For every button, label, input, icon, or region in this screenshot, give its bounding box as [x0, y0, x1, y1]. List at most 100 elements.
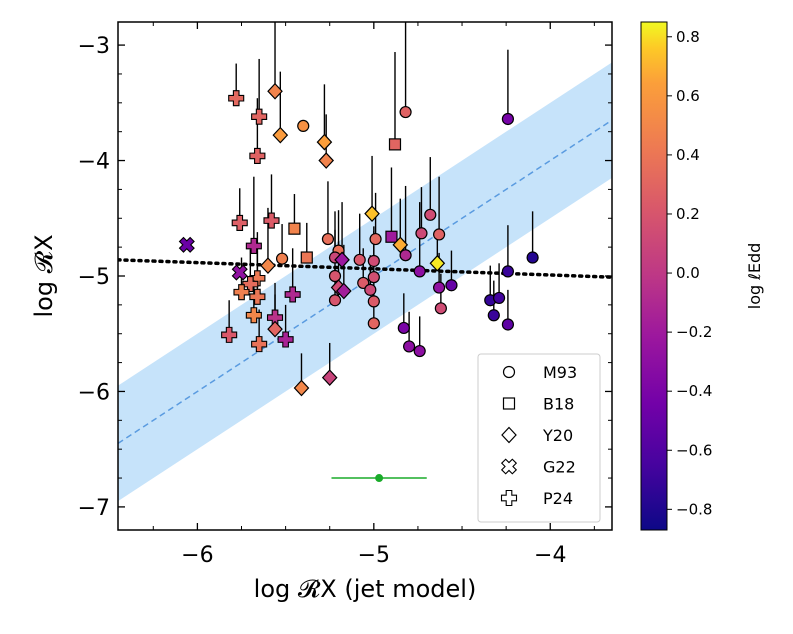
- data-point-59: [267, 320, 283, 338]
- data-point-13: [263, 212, 280, 229]
- data-point-61: [367, 317, 380, 330]
- data-point-44: [336, 282, 352, 300]
- x-axis-ticks: −6 −5 −4: [152, 22, 595, 568]
- data-point-69: [321, 369, 338, 386]
- data-point-53: [249, 288, 266, 305]
- data-point-52: [233, 284, 250, 301]
- example-error-bar: [331, 474, 427, 483]
- data-point-51: [501, 318, 515, 331]
- data-point-38: [249, 270, 266, 287]
- legend-marker-B18: [502, 397, 516, 410]
- y-axis-ticks: −3 −4 −5 −6 −7: [78, 34, 612, 521]
- y-tick-label-4: −7: [78, 496, 110, 521]
- data-point-1: [267, 82, 283, 100]
- data-point-49: [492, 291, 506, 305]
- legend-box: [477, 353, 601, 523]
- data-point-4: [297, 119, 310, 133]
- data-point-27: [300, 251, 313, 264]
- legend-marker-G22-shape: [500, 458, 518, 475]
- data-point-57: [434, 302, 447, 315]
- cb-tick-label-3: 0.2: [676, 205, 700, 223]
- legend-marker-Y20: [501, 426, 517, 444]
- data-point-55: [328, 294, 342, 307]
- data-point-63: [221, 326, 238, 343]
- data-point-8: [388, 138, 402, 151]
- example-error-point: [375, 474, 384, 483]
- data-point-46: [433, 281, 446, 294]
- data-point-37: [231, 264, 248, 281]
- data-point-6: [316, 133, 333, 151]
- data-point-9: [399, 105, 412, 119]
- cb-tick-label-4: 0.0: [676, 264, 700, 282]
- data-point-37-shape: [231, 264, 248, 281]
- data-point-19: [369, 232, 382, 246]
- data-point-47: [445, 279, 458, 292]
- data-point-45: [367, 271, 380, 284]
- data-point-11: [178, 236, 195, 253]
- data-point-25: [260, 257, 276, 274]
- data-point-60: [245, 307, 262, 324]
- data-point-65: [251, 336, 268, 353]
- data-point-18: [364, 205, 380, 223]
- legend-label-Y20: Y20: [542, 426, 573, 445]
- data-point-35: [501, 265, 515, 278]
- data-point-40: [328, 269, 342, 283]
- data-point-5: [249, 147, 266, 164]
- legend-label-M93: M93: [543, 363, 577, 382]
- cb-tick-label-1: 0.6: [676, 87, 700, 105]
- x-tick-label-1: −5: [358, 543, 390, 568]
- data-point-15: [245, 237, 262, 255]
- data-point-62: [397, 321, 410, 335]
- cb-tick-label-8: −0.8: [676, 500, 712, 518]
- data-point-7: [318, 152, 335, 169]
- data-point-2: [251, 108, 268, 125]
- legend-marker-P24: [500, 489, 518, 507]
- data-point-20: [385, 230, 398, 243]
- plot-area: −6 −5 −4 −3 −4 −5 −6 −7: [78, 21, 613, 568]
- data-point-64: [277, 331, 294, 348]
- data-point-54: [284, 286, 301, 303]
- cb-tick-label-5: −0.2: [676, 323, 712, 341]
- data-point-10: [501, 112, 515, 126]
- fit-line: [118, 258, 612, 279]
- y-tick-label-3: −6: [78, 380, 110, 405]
- data-point-31: [367, 254, 380, 268]
- data-point-23: [424, 208, 437, 221]
- cb-tick-label-7: −0.6: [676, 441, 712, 459]
- data-point-42: [364, 283, 377, 296]
- data-point-14: [288, 222, 301, 235]
- data-point-33: [413, 265, 426, 278]
- colorbar-label: log ℓEdd: [745, 243, 764, 310]
- data-point-16: [321, 232, 335, 246]
- data-point-67: [413, 344, 426, 358]
- x-tick-label-0: −6: [181, 543, 213, 568]
- cb-tick-label-2: 0.4: [676, 146, 700, 164]
- data-point-66: [403, 340, 416, 353]
- data-point-50: [487, 309, 500, 322]
- data-point-11-shape: [178, 236, 195, 253]
- data-point-56: [367, 295, 380, 308]
- legend-label-G22: G22: [543, 458, 576, 477]
- data-point-36: [526, 251, 539, 264]
- data-point-3: [272, 126, 289, 144]
- data-point-26: [275, 252, 289, 265]
- cb-tick-label-0: 0.8: [676, 28, 700, 46]
- y-tick-label-2: −5: [78, 265, 110, 290]
- colorbar-ticks: 0.8 0.6 0.4 0.2 0.0 −0.2 −0.4 −0.6 −0.8: [667, 28, 712, 518]
- legend-label-P24: P24: [543, 489, 573, 508]
- x-tick-label-2: −4: [534, 543, 566, 568]
- data-point-32: [399, 249, 412, 262]
- data-point-29: [334, 251, 350, 269]
- y-axis-label: log 𝓡X: [30, 234, 58, 317]
- data-point-39: [242, 276, 259, 293]
- legend-marker-G22: [500, 458, 518, 475]
- cb-tick-label-6: −0.4: [676, 382, 712, 400]
- data-point-34: [429, 254, 446, 272]
- legend-marker-M93: [502, 365, 516, 379]
- y-tick-label-0: −3: [78, 34, 110, 59]
- legend: M93 B18 Y20 G22 P24: [477, 353, 601, 523]
- data-markers: [178, 82, 539, 397]
- data-point-22: [415, 227, 428, 240]
- colorbar-gradient: [640, 21, 668, 531]
